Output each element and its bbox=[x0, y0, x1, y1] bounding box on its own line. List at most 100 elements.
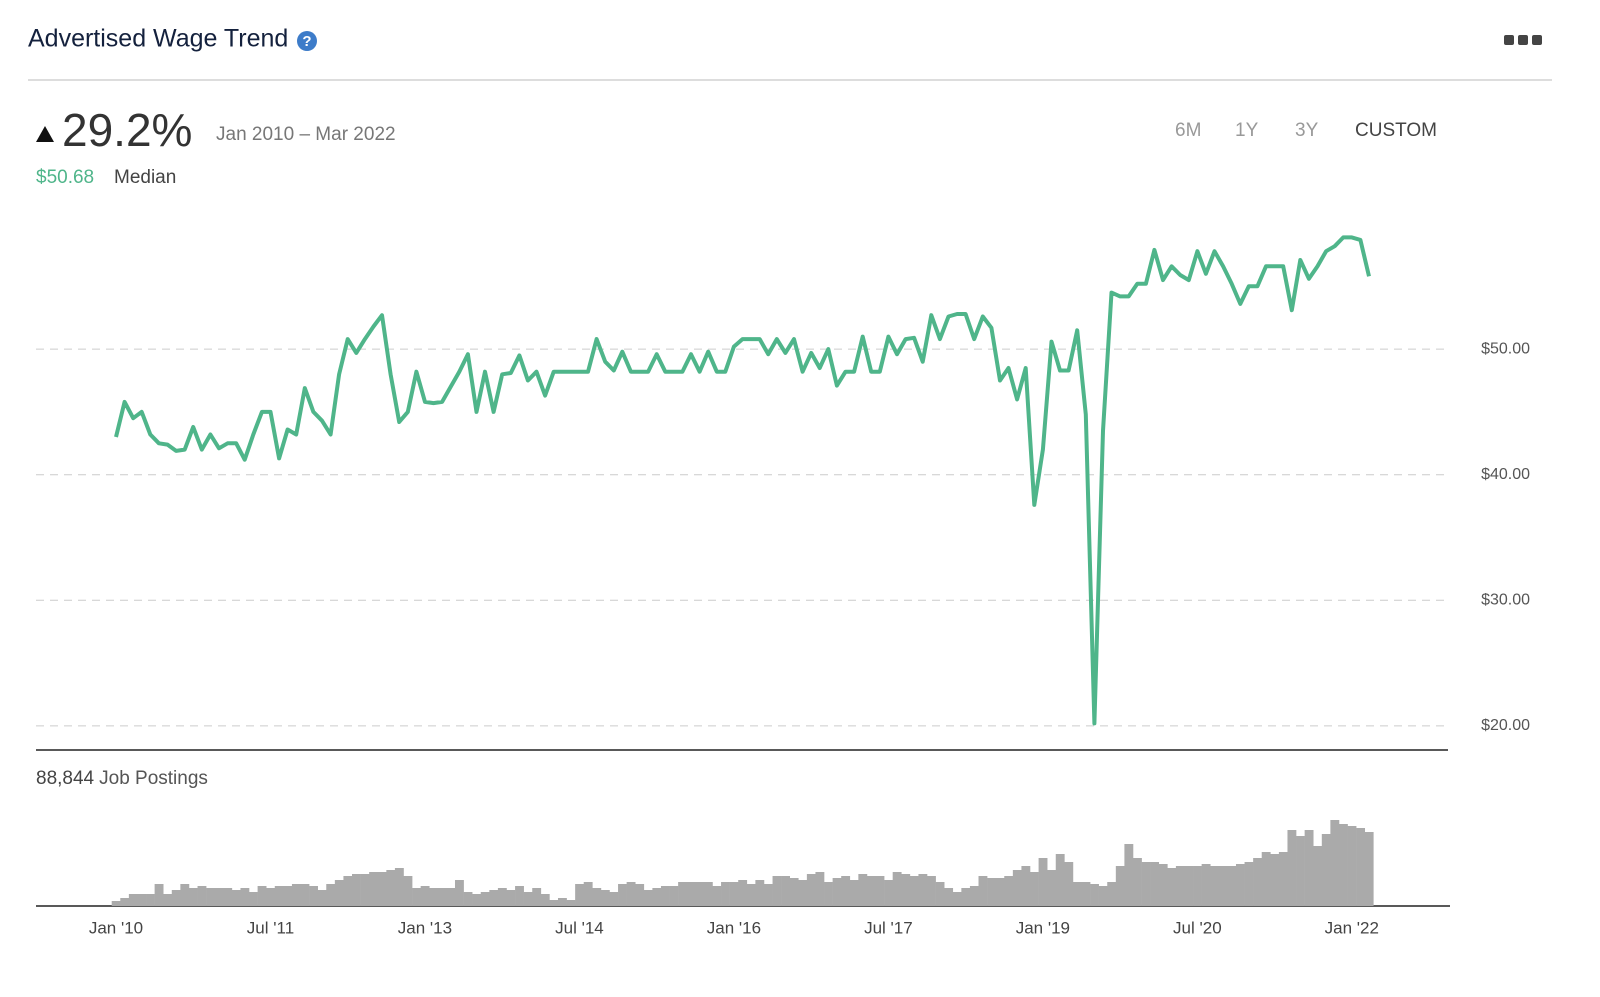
posting-bar bbox=[841, 876, 851, 906]
posting-bar bbox=[995, 878, 1005, 906]
posting-bar bbox=[609, 892, 619, 906]
y-tick-label: $20.00 bbox=[1481, 717, 1530, 734]
y-tick-label: $50.00 bbox=[1481, 340, 1530, 357]
up-arrow bbox=[36, 126, 54, 142]
posting-bar bbox=[892, 872, 902, 906]
posting-bar bbox=[120, 898, 130, 906]
posting-bar bbox=[497, 888, 507, 906]
posting-bar bbox=[326, 884, 336, 906]
posting-bar bbox=[1107, 882, 1117, 906]
posting-bar bbox=[223, 888, 233, 906]
posting-bar bbox=[1072, 882, 1082, 906]
posting-bar bbox=[360, 874, 370, 906]
posting-bar bbox=[1253, 858, 1263, 906]
posting-bar bbox=[815, 872, 825, 906]
y-tick-label: $40.00 bbox=[1481, 466, 1530, 483]
posting-bar bbox=[952, 892, 962, 906]
posting-bar bbox=[969, 886, 979, 906]
posting-bar bbox=[240, 888, 250, 906]
posting-bar bbox=[283, 886, 293, 906]
posting-bar bbox=[772, 876, 782, 906]
posting-bar bbox=[592, 888, 602, 906]
posting-bar bbox=[798, 880, 808, 906]
posting-bar bbox=[901, 874, 911, 906]
median-label: Median bbox=[114, 167, 176, 188]
posting-bar bbox=[188, 888, 198, 906]
posting-bar bbox=[746, 884, 756, 906]
period: Jan 2010 – Mar 2022 bbox=[216, 124, 396, 145]
posting-bar bbox=[1296, 836, 1305, 906]
posting-bar bbox=[583, 882, 593, 906]
posting-bar bbox=[1356, 828, 1366, 906]
x-tick-label: Jan '22 bbox=[1325, 918, 1379, 937]
posting-bar bbox=[154, 884, 164, 906]
posting-bar bbox=[1235, 864, 1245, 906]
posting-bar bbox=[352, 874, 361, 906]
posting-bar bbox=[1321, 834, 1331, 906]
posting-bar bbox=[206, 888, 215, 906]
posting-bar bbox=[300, 884, 310, 906]
posting-bar bbox=[274, 886, 284, 906]
posting-bar bbox=[875, 876, 885, 906]
posting-bar bbox=[472, 894, 482, 906]
posting-bar bbox=[309, 886, 318, 906]
posting-bar bbox=[660, 886, 670, 906]
help-icon[interactable]: ? bbox=[297, 31, 317, 51]
posting-bar bbox=[1021, 866, 1031, 906]
posting-bar bbox=[738, 880, 748, 906]
posting-bar bbox=[231, 890, 241, 906]
posting-bar bbox=[626, 882, 636, 906]
range-button[interactable]: 1Y bbox=[1235, 120, 1259, 141]
posting-bar bbox=[523, 892, 533, 906]
posting-bar bbox=[163, 894, 173, 906]
posting-bar bbox=[1347, 826, 1357, 906]
range-button[interactable]: 3Y bbox=[1295, 120, 1319, 141]
posting-bar bbox=[257, 886, 267, 906]
posting-bar bbox=[1218, 866, 1228, 906]
posting-bar bbox=[712, 886, 722, 906]
posting-bar bbox=[369, 872, 379, 906]
posting-bar bbox=[1210, 866, 1220, 906]
posting-bar bbox=[1090, 884, 1099, 906]
x-tick-label: Jan '13 bbox=[398, 918, 452, 937]
posting-bar bbox=[1124, 844, 1134, 906]
posting-bar bbox=[935, 882, 945, 906]
posting-bar bbox=[1201, 864, 1211, 906]
posting-bar bbox=[652, 888, 662, 906]
posting-bar bbox=[866, 876, 876, 906]
posting-bar bbox=[678, 882, 688, 906]
posting-bar bbox=[600, 890, 610, 906]
posting-bar bbox=[1244, 862, 1254, 906]
x-tick-label: Jul '11 bbox=[247, 918, 294, 937]
posting-bar bbox=[1227, 866, 1237, 906]
posting-bar bbox=[446, 888, 456, 906]
posting-bar bbox=[789, 878, 799, 906]
range-button[interactable]: 6M bbox=[1175, 120, 1201, 141]
posting-bar bbox=[249, 892, 258, 906]
posting-bar bbox=[703, 882, 713, 906]
postings-label: 88,844 Job Postings bbox=[36, 768, 208, 789]
posting-bar bbox=[1115, 866, 1125, 906]
posting-bar bbox=[412, 888, 421, 906]
posting-bar bbox=[549, 900, 559, 906]
posting-bar bbox=[721, 882, 730, 906]
posting-bar bbox=[1261, 852, 1271, 906]
posting-bar bbox=[781, 876, 791, 906]
range-button[interactable]: CUSTOM bbox=[1355, 120, 1437, 141]
posting-bar bbox=[317, 890, 327, 906]
posting-bar bbox=[171, 890, 181, 906]
posting-bar bbox=[343, 876, 353, 906]
posting-bar bbox=[557, 898, 567, 906]
y-tick-label: $30.00 bbox=[1481, 592, 1530, 609]
posting-bar bbox=[480, 892, 490, 906]
posting-bar bbox=[618, 884, 627, 906]
posting-bar bbox=[532, 888, 542, 906]
posting-bar bbox=[180, 884, 190, 906]
posting-bar bbox=[454, 880, 464, 906]
posting-bar bbox=[1330, 820, 1340, 906]
menu-dots[interactable] bbox=[1504, 35, 1542, 45]
posting-bar bbox=[394, 868, 404, 906]
posting-bar bbox=[463, 892, 473, 906]
posting-bar bbox=[918, 874, 928, 906]
